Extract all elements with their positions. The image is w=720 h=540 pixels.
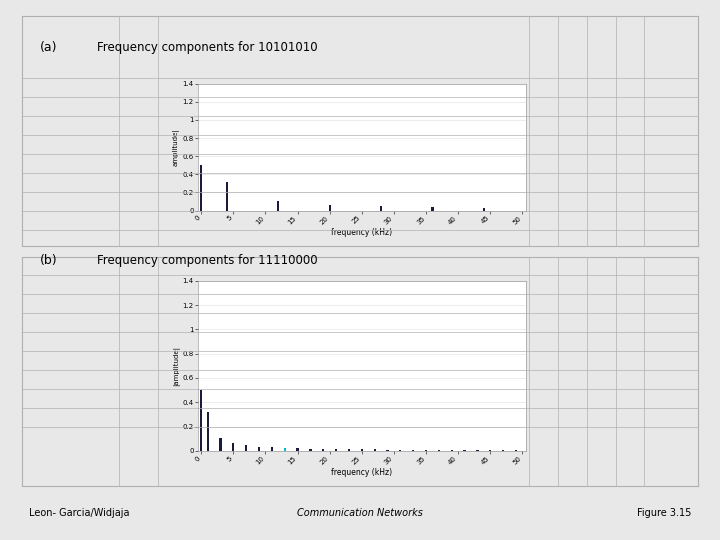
Bar: [297, 448, 299, 451]
Bar: [374, 449, 376, 451]
Bar: [328, 205, 330, 211]
Bar: [233, 443, 235, 451]
Bar: [322, 449, 325, 451]
Bar: [220, 438, 222, 451]
Bar: [245, 446, 247, 451]
Bar: [361, 449, 363, 451]
Text: (a): (a): [40, 40, 57, 54]
Bar: [431, 207, 433, 211]
Text: Frequency components for 10101010: Frequency components for 10101010: [97, 40, 318, 54]
Bar: [399, 450, 402, 451]
Bar: [412, 450, 414, 451]
Bar: [489, 450, 491, 451]
Bar: [310, 449, 312, 451]
Bar: [425, 450, 427, 451]
Bar: [515, 450, 517, 451]
Bar: [258, 447, 260, 451]
Bar: [451, 450, 453, 451]
Bar: [348, 449, 350, 451]
Bar: [438, 450, 440, 451]
Bar: [200, 390, 202, 451]
Bar: [226, 182, 228, 211]
Bar: [464, 450, 466, 451]
Text: (b): (b): [40, 254, 57, 267]
Bar: [277, 201, 279, 211]
Text: Frequency components for 11110000: Frequency components for 11110000: [97, 254, 318, 267]
Y-axis label: amplitude|: amplitude|: [173, 129, 180, 166]
Bar: [200, 165, 202, 211]
Text: Leon- Garcia/Widjaja: Leon- Garcia/Widjaja: [29, 508, 130, 518]
X-axis label: frequency (kHz): frequency (kHz): [331, 228, 392, 237]
Y-axis label: |amplitude|: |amplitude|: [173, 346, 180, 386]
Text: Communication Networks: Communication Networks: [297, 508, 423, 518]
Bar: [335, 449, 337, 451]
Bar: [477, 450, 479, 451]
Bar: [284, 448, 286, 451]
Bar: [502, 450, 504, 451]
Bar: [387, 450, 389, 451]
Bar: [482, 208, 485, 211]
Bar: [380, 206, 382, 211]
Text: Figure 3.15: Figure 3.15: [636, 508, 691, 518]
Bar: [271, 447, 273, 451]
X-axis label: frequency (kHz): frequency (kHz): [331, 469, 392, 477]
Bar: [207, 412, 209, 451]
